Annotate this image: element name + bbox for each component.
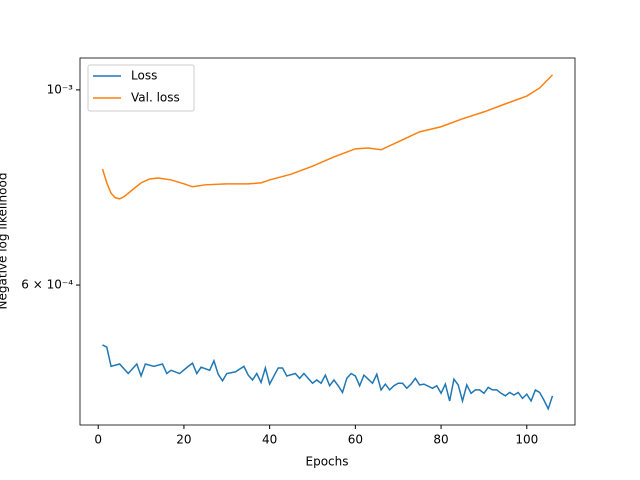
x-tick-label: 80 [433, 433, 448, 447]
y-axis-label: Negative log likelihood [0, 173, 10, 310]
series-line [102, 344, 554, 411]
x-tick-label: 100 [515, 433, 538, 447]
legend-label: Loss [131, 69, 157, 83]
y-tick-label: 6 × 10⁻⁴ [21, 278, 73, 292]
y-tick-label: 10⁻³ [47, 82, 74, 96]
series-line [101, 74, 554, 200]
legend-label: Val. loss [131, 91, 180, 105]
x-tick-label: 20 [176, 433, 191, 447]
plot-frame [79, 57, 576, 426]
x-tick-label: 0 [94, 433, 102, 447]
x-tick-label: 60 [348, 433, 363, 447]
x-axis-label: Epochs [306, 455, 349, 469]
x-tick-label: 40 [262, 433, 277, 447]
